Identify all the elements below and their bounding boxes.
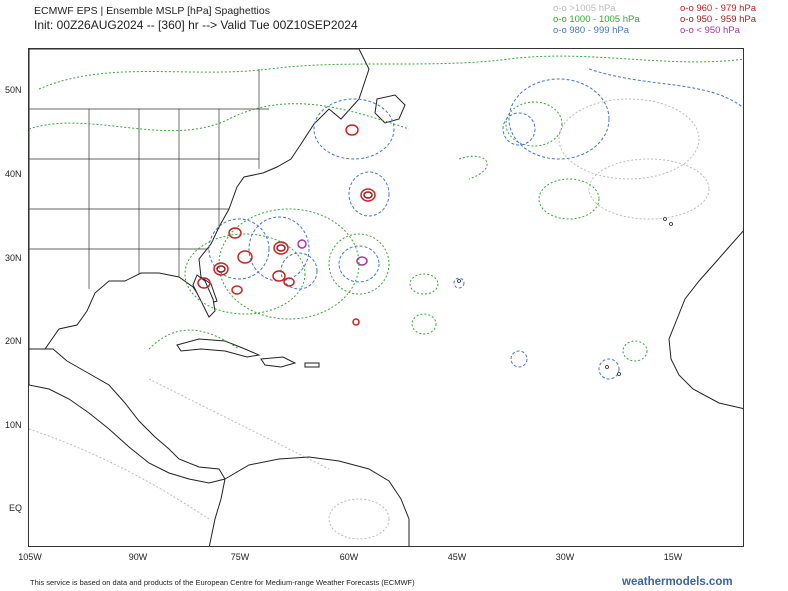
map-canvas [29,49,743,546]
legend-item-1000-1005: o-o 1000 - 1005 hPa [553,14,640,25]
lat-label-40n: 40N [5,169,22,179]
puerto-rico-island [304,362,320,368]
lon-label-90w: 90W [128,552,148,562]
lon-label-105w: 105W [18,552,42,562]
map-frame [28,48,744,547]
legend-left: o-o >1005 hPa o-o 1000 - 1005 hPa o-o 98… [553,3,640,36]
lat-label-10n: 10N [5,420,22,430]
legend-item-lt950: o-o < 950 hPa [680,25,740,36]
central-america-landmass [29,348,226,484]
lon-label-45w: 45W [447,552,467,562]
low-centers-lt950 [297,239,368,266]
florida-peninsula [192,274,216,318]
land-layer [29,49,743,546]
map-title: ECMWF EPS | Ensemble MSLP [hPa] Spaghett… [34,5,270,17]
africa-landmass [668,230,743,410]
lon-label-75w: 75W [230,552,250,562]
map-subtitle: Init: 00Z26AUG2024 -- [360] hr --> Valid… [34,18,358,32]
contours-gt1005 [29,98,710,540]
lat-label-50n: 50N [5,85,22,95]
lat-label-30n: 30N [5,253,22,263]
title-block: ECMWF EPS | Ensemble MSLP [hPa] Spaghett… [34,5,358,33]
legend-item-980-999: o-o 980 - 999 hPa [553,25,630,36]
small-islands [457,217,673,376]
lon-label-30w: 30W [555,552,575,562]
state-borders [29,69,269,289]
lat-label-eq: EQ [9,503,23,513]
cuba-island [176,338,261,358]
low-centers-960-979 [197,124,376,326]
contours-1000-1005 [29,55,743,362]
hispaniola-island [260,356,297,368]
contours-980-999 [208,68,743,380]
low-centers-950-959 [216,191,373,273]
south-america-landmass [208,456,410,546]
newfoundland-island [374,94,406,124]
footer-attribution: This service is based on data and produc… [30,578,415,587]
legend-item-gt1005: o-o >1005 hPa [553,3,616,14]
lon-label-15w: 15W [663,552,683,562]
legend-item-960-979: o-o 960 - 979 hPa [680,3,757,14]
legend-right: o-o 960 - 979 hPa o-o 950 - 959 hPa o-o … [680,3,756,36]
lon-label-60w: 60W [339,552,359,562]
north-america-landmass [29,49,370,350]
legend-item-950-959: o-o 950 - 959 hPa [680,14,757,25]
footer-brand-link[interactable]: weathermodels.com [622,576,733,588]
lat-label-20n: 20N [5,336,22,346]
